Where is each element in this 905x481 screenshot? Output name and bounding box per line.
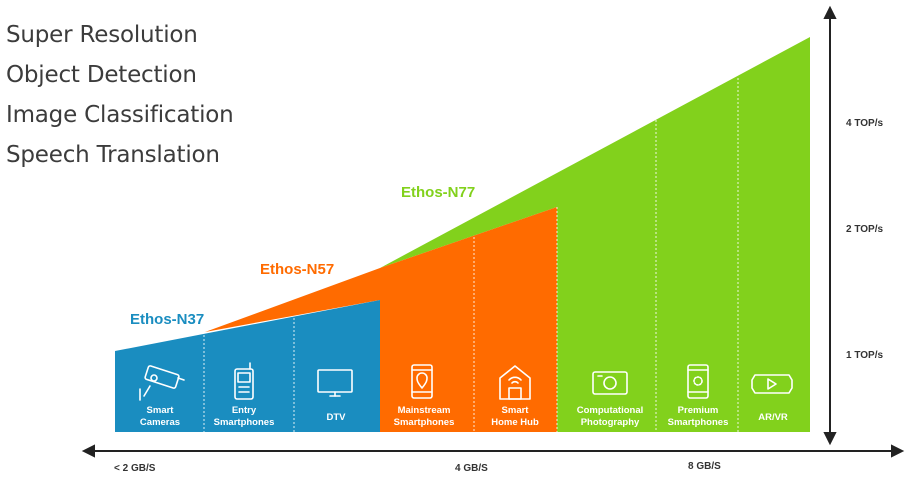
device-label-premium-smartphones: Premium Smartphones — [667, 405, 729, 428]
use-case-image-classification: Image Classification — [6, 102, 234, 128]
ethos-n37-label: Ethos-N37 — [130, 311, 205, 328]
bandwidth-label-2gbs: < 2 GB/S — [114, 463, 156, 474]
television-icon — [317, 369, 353, 397]
camera-icon — [592, 371, 628, 395]
bandwidth-label-4gbs: 4 GB/S — [455, 463, 488, 474]
use-case-super-resolution: Super Resolution — [6, 22, 198, 48]
performance-axis-arrow-bottom — [823, 432, 837, 446]
bandwidth-label-8gbs: 8 GB/S — [688, 461, 721, 472]
smartphone-location-icon — [411, 364, 433, 399]
ethos-n77-area — [380, 37, 810, 432]
device-label-mainstream-smartphones: Mainstream Smartphones — [393, 405, 455, 428]
security-camera-icon — [139, 365, 185, 401]
bandwidth-axis-arrow-right — [891, 444, 905, 458]
device-label-ar-vr: AR/VR — [758, 412, 788, 423]
smart-home-icon — [499, 365, 531, 400]
performance-label-2tops: 2 TOP/s — [846, 224, 884, 235]
feature-phone-icon — [234, 362, 254, 400]
use-case-speech-translation: Speech Translation — [6, 142, 220, 168]
ethos-n57-area — [205, 207, 557, 432]
device-label-computational-photography: Computational Photography — [576, 405, 644, 428]
use-case-object-detection: Object Detection — [6, 62, 197, 88]
device-label-smart-home-hub: Smart Home Hub — [491, 405, 539, 428]
vr-headset-icon — [751, 374, 793, 394]
smartphone-loading-icon — [687, 364, 709, 399]
device-label-entry-smartphones: Entry Smartphones — [213, 405, 275, 428]
ethos-n37-area — [115, 300, 380, 432]
performance-label-4tops: 4 TOP/s — [846, 118, 884, 129]
performance-axis-arrow-top — [823, 5, 837, 19]
performance-label-1tops: 1 TOP/s — [846, 350, 884, 361]
ethos-n57-label: Ethos-N57 — [260, 261, 335, 278]
device-label-smart-cameras: Smart Cameras — [139, 405, 181, 428]
ethos-n77-label: Ethos-N77 — [401, 184, 476, 201]
device-label-dtv: DTV — [326, 412, 346, 423]
bandwidth-axis-arrow-left — [81, 444, 95, 458]
